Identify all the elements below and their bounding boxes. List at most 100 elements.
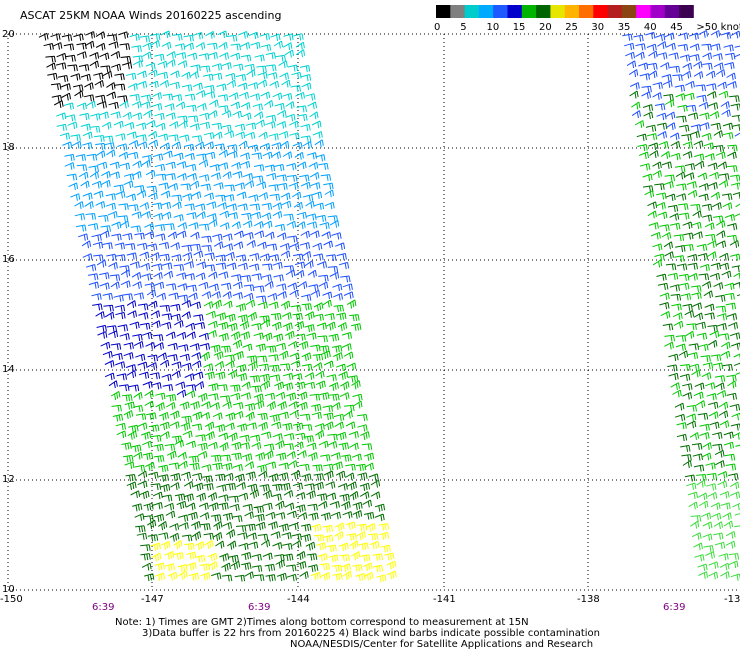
- wind-barb: [299, 463, 310, 471]
- wind-barb: [697, 253, 708, 261]
- wind-barb: [131, 171, 142, 179]
- wind-barb: [166, 283, 177, 291]
- wind-barb: [289, 120, 299, 129]
- wind-barb: [125, 474, 136, 482]
- wind-barb: [715, 220, 726, 229]
- wind-barb: [661, 231, 672, 240]
- wind-barb: [198, 223, 210, 231]
- wind-barb: [199, 512, 210, 520]
- wind-barb: [226, 79, 237, 88]
- wind-barb: [153, 271, 163, 280]
- wind-barb: [719, 562, 730, 571]
- wind-barb: [315, 542, 327, 551]
- wind-barb: [647, 62, 658, 70]
- wind-barb: [149, 80, 159, 89]
- wind-barb: [150, 310, 161, 318]
- wind-barb: [141, 210, 151, 219]
- wind-barb: [241, 112, 252, 121]
- wind-barb: [170, 482, 180, 490]
- wind-barb: [701, 372, 712, 380]
- wind-barb: [722, 122, 734, 130]
- wind-barb: [84, 200, 94, 209]
- wind-barb: [249, 263, 260, 271]
- wind-barb: [251, 323, 262, 331]
- wind-barb: [312, 353, 324, 361]
- wind-barb: [271, 321, 282, 331]
- wind-barb: [261, 274, 272, 282]
- wind-barb: [143, 110, 153, 118]
- wind-barb: [285, 330, 295, 340]
- wind-barb: [717, 81, 727, 90]
- wind-barb: [178, 460, 188, 469]
- wind-barb: [239, 91, 249, 100]
- wind-barb: [338, 442, 349, 451]
- wind-barb: [681, 134, 692, 141]
- wind-barb: [201, 245, 213, 252]
- wind-barb: [196, 102, 207, 111]
- wind-barb: [724, 453, 736, 461]
- wind-barb: [664, 174, 675, 182]
- wind-barb: [724, 292, 735, 300]
- wind-barb: [281, 200, 292, 209]
- wind-barb: [115, 254, 126, 262]
- wind-barb: [286, 392, 297, 401]
- wind-barb: [276, 174, 287, 182]
- wind-barb: [294, 151, 304, 160]
- wind-barb: [291, 533, 302, 541]
- wind-barb: [173, 152, 184, 160]
- wind-barb: [200, 411, 211, 420]
- wind-barb: [268, 354, 279, 362]
- wind-barb: [104, 142, 115, 150]
- wind-barb: [335, 470, 346, 480]
- wind-barb: [296, 105, 307, 113]
- wind-barb: [142, 440, 153, 449]
- wind-barb: [108, 261, 118, 270]
- wind-barb: [701, 452, 712, 461]
- wind-barb: [113, 184, 125, 192]
- wind-barb: [708, 411, 719, 419]
- wind-barb: [716, 69, 726, 77]
- wind-barb: [262, 490, 273, 500]
- wind-barb: [692, 302, 702, 310]
- wind-barb: [676, 263, 688, 271]
- wind-barb: [200, 351, 211, 362]
- wind-barb: [245, 471, 256, 480]
- wind-barb: [210, 344, 221, 353]
- wind-barb: [708, 102, 719, 110]
- wind-barb: [161, 41, 172, 50]
- wind-barb: [730, 423, 740, 431]
- wind-barb: [139, 490, 150, 500]
- wind-barb: [312, 131, 323, 139]
- wind-barb: [275, 342, 287, 351]
- wind-barb: [678, 273, 690, 281]
- wind-barb: [155, 173, 167, 181]
- wind-barb: [139, 202, 150, 210]
- wind-barb: [258, 470, 268, 479]
- wind-barb: [248, 82, 259, 90]
- wind-barb: [730, 253, 740, 261]
- wind-barb: [684, 92, 695, 100]
- wind-barb: [187, 173, 197, 181]
- wind-barb: [184, 373, 195, 381]
- wind-barb: [341, 501, 351, 510]
- wind-barb: [238, 140, 248, 149]
- wind-barb: [119, 100, 129, 109]
- wind-barb: [258, 363, 270, 371]
- wind-barb: [378, 531, 390, 540]
- wind-barb: [712, 443, 723, 451]
- wind-barb: [299, 65, 311, 73]
- wind-barb: [222, 233, 233, 241]
- wind-barb: [660, 311, 671, 319]
- wind-barb: [221, 110, 232, 118]
- wind-barb: [668, 353, 679, 362]
- wind-barb: [306, 490, 316, 500]
- wind-barb: [693, 71, 704, 79]
- lat-label-14: 14: [2, 364, 15, 375]
- wind-barb: [164, 103, 175, 111]
- wind-barb: [179, 134, 190, 142]
- wind-barb: [102, 350, 113, 359]
- wind-barb: [718, 173, 730, 181]
- wind-barb: [307, 564, 319, 573]
- wind-barb: [359, 482, 370, 491]
- wind-barb: [95, 31, 106, 40]
